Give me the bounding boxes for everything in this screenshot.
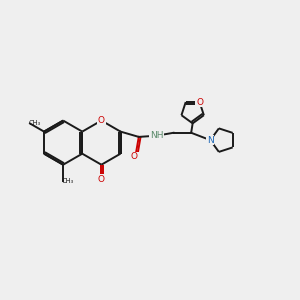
Text: O: O: [98, 175, 105, 184]
Text: O: O: [98, 116, 105, 125]
Text: NH: NH: [150, 130, 163, 140]
Text: CH₃: CH₃: [28, 121, 40, 127]
Text: O: O: [196, 98, 203, 106]
Text: N: N: [207, 136, 214, 145]
Text: CH₃: CH₃: [62, 178, 74, 184]
Text: O: O: [131, 152, 138, 161]
